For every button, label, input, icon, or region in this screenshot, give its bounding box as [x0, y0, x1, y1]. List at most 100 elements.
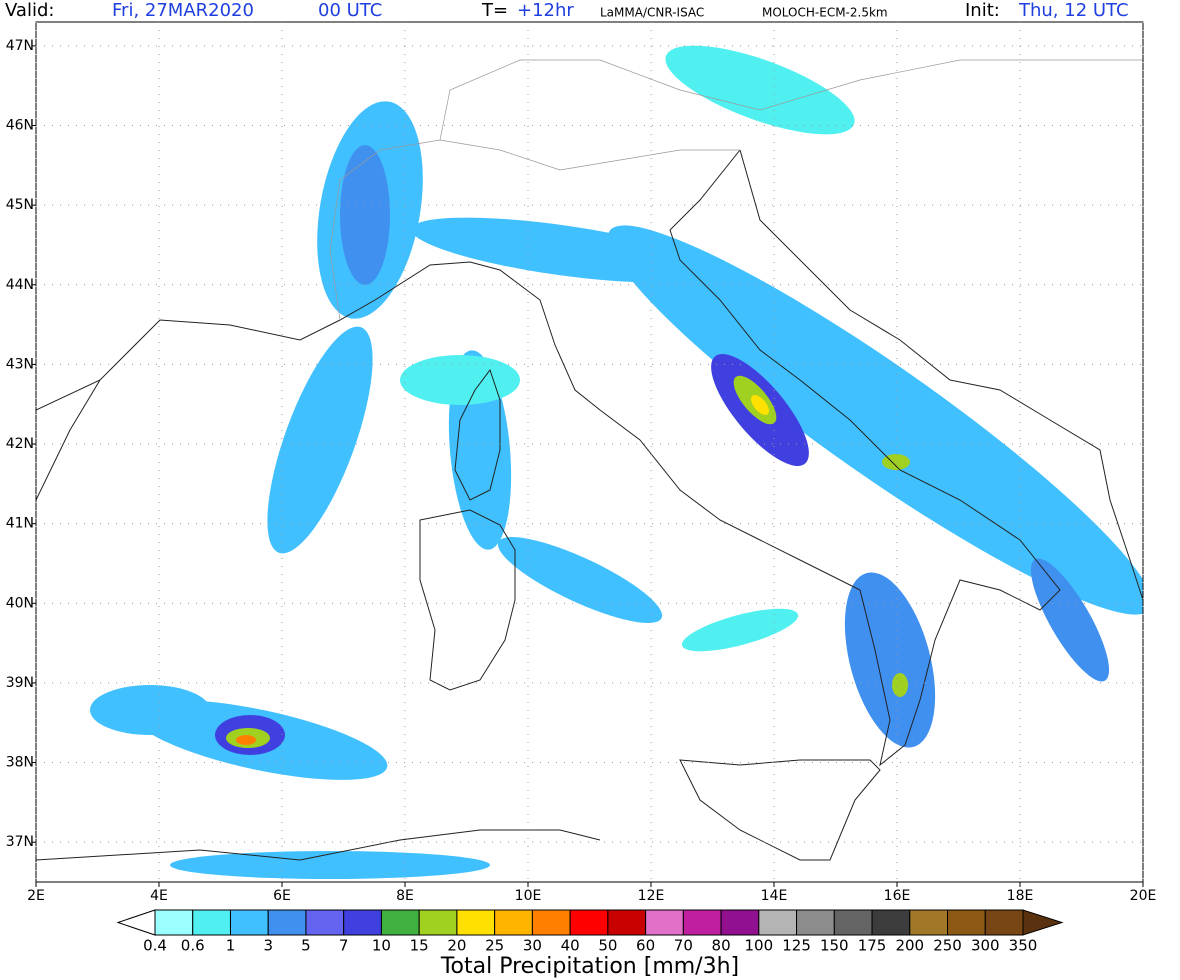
precip-area	[90, 685, 210, 735]
colorbar-box	[871, 909, 911, 936]
border	[439, 59, 1143, 141]
coastline	[36, 829, 601, 861]
colorbar-label: 15	[410, 937, 429, 955]
colorbar-box	[758, 909, 798, 936]
coastline	[739, 149, 1143, 601]
colorbar-box	[154, 909, 194, 936]
lon-tick-label: 16E	[884, 888, 911, 904]
lat-tick-label: 44N	[6, 277, 34, 293]
colorbar-label: 80	[712, 937, 731, 955]
precip-area	[844, 572, 936, 748]
precipitation-field	[90, 45, 1143, 879]
colorbar-box	[947, 909, 986, 936]
lat-tick-label: 42N	[6, 436, 34, 452]
colorbar-title: Total Precipitation [mm/3h]	[440, 954, 739, 979]
precip-area	[400, 355, 520, 405]
step-label: T=	[481, 0, 508, 21]
precip-area	[882, 454, 910, 470]
precip-area	[170, 851, 490, 879]
colorbar-label: 30	[523, 937, 542, 955]
valid-time: 00 UTC	[318, 0, 382, 21]
colorbar-label: 175	[858, 937, 887, 955]
colorbar-label: 350	[1009, 937, 1038, 955]
colorbar-box	[494, 909, 533, 936]
valid-date: Fri, 27MAR2020	[112, 0, 254, 21]
lat-tick-label: 46N	[6, 118, 34, 134]
colorbar-label: 40	[561, 937, 580, 955]
colorbar-box	[909, 909, 949, 936]
precip-area	[236, 735, 256, 745]
lon-tick-label: 18E	[1007, 888, 1034, 904]
lat-tick-label: 40N	[6, 595, 34, 611]
lat-tick-label: 41N	[6, 516, 34, 532]
colorbar-box	[682, 909, 722, 936]
model: MOLOCH-ECM-2.5km	[762, 6, 888, 20]
colorbar-label: 125	[782, 937, 811, 955]
precip-area	[267, 326, 373, 554]
colorbar-label: 0.6	[181, 937, 205, 955]
source: LaMMA/CNR-ISAC	[600, 6, 704, 20]
colorbar-label: 3	[263, 937, 273, 955]
colorbar-box	[343, 909, 382, 936]
colorbar-box	[833, 909, 873, 936]
colorbar-over	[1022, 909, 1064, 936]
lon-tick-label: 2E	[27, 888, 45, 904]
colorbar-box	[418, 909, 458, 936]
colorbar-box	[192, 909, 231, 936]
lat-tick-label: 47N	[6, 38, 34, 54]
colorbar-label: 10	[372, 937, 391, 955]
init: Thu, 12 UTC	[1018, 0, 1129, 21]
colorbar-label: 300	[971, 937, 1000, 955]
colorbar-label: 70	[674, 937, 693, 955]
colorbar-box	[607, 909, 647, 936]
coastlines	[36, 59, 1143, 861]
sardinia	[419, 509, 516, 691]
colorbar-label: 7	[339, 937, 349, 955]
coastline	[36, 149, 1061, 767]
colorbar-label: 1	[226, 937, 236, 955]
lon-tick-label: 6E	[273, 888, 291, 904]
sicily	[679, 759, 881, 861]
colorbar-box	[569, 909, 609, 936]
precip-area	[681, 608, 799, 652]
map-frame	[35, 21, 1144, 883]
colorbar-label: 250	[933, 937, 962, 955]
precip-area	[340, 145, 390, 285]
lat-tick-label: 45N	[6, 197, 34, 213]
colorbar-label: 150	[820, 937, 849, 955]
colorbar-box	[305, 909, 345, 936]
coastline	[36, 379, 101, 411]
precip-area	[607, 225, 1143, 615]
precip-area	[892, 673, 908, 697]
lon-tick-label: 12E	[638, 888, 665, 904]
lon-tick-label: 4E	[150, 888, 168, 904]
colorbar-label: 200	[895, 937, 924, 955]
colorbar-under	[116, 909, 156, 936]
border	[329, 139, 740, 321]
init-label: Init:	[965, 0, 1000, 21]
colorbar-box	[380, 909, 420, 936]
colorbar-box	[796, 909, 835, 936]
valid-label: Valid:	[5, 0, 54, 21]
precip-area	[665, 45, 855, 135]
colorbar-label: 5	[301, 937, 311, 955]
colorbar-label: 50	[598, 937, 617, 955]
precip-area	[411, 217, 709, 283]
precip-area	[751, 395, 769, 415]
lat-tick-label: 39N	[6, 675, 34, 691]
lon-tick-label: 20E	[1130, 888, 1157, 904]
colorbar-label: 25	[485, 937, 504, 955]
step: +12hr	[517, 0, 574, 21]
lon-tick-label: 10E	[515, 888, 542, 904]
colorbar-box	[456, 909, 496, 936]
lat-tick-label: 38N	[6, 755, 34, 771]
colorbar-label: 60	[636, 937, 655, 955]
precip-area	[497, 537, 663, 623]
colorbar-box	[531, 909, 571, 936]
colorbar-label: 100	[745, 937, 774, 955]
colorbar-box	[984, 909, 1024, 936]
lat-tick-label: 37N	[6, 834, 34, 850]
corsica	[454, 368, 501, 501]
colorbar-label: 20	[447, 937, 466, 955]
